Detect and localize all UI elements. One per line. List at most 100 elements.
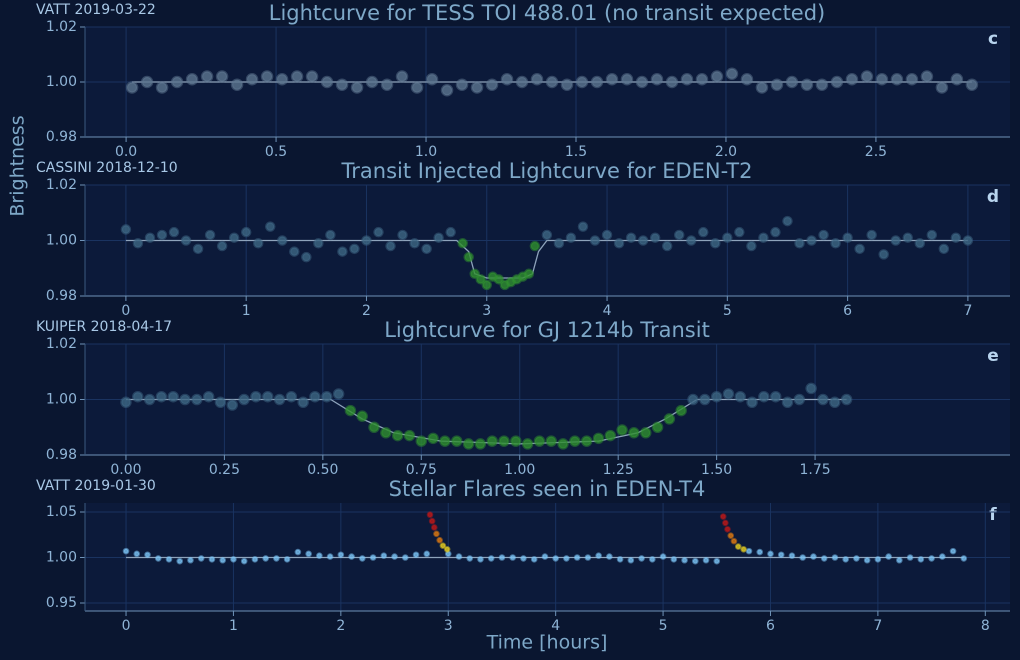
x-tick-label: 0.25 (209, 462, 240, 478)
data-point (240, 557, 248, 565)
data-point (192, 243, 204, 255)
data-point (391, 429, 404, 442)
data-point (529, 240, 541, 252)
data-point (627, 556, 635, 564)
x-tick-label: 3 (482, 303, 491, 319)
data-point (344, 404, 357, 417)
data-point (168, 226, 180, 238)
data-point (120, 396, 132, 409)
data-point (155, 81, 169, 94)
data-point (965, 78, 979, 91)
data-point (226, 399, 239, 411)
x-tick-label: 5 (723, 303, 732, 319)
data-point (545, 435, 557, 447)
data-point (616, 424, 628, 436)
data-point (170, 75, 184, 89)
data-point (337, 246, 348, 257)
y-tick-label: 1.02 (46, 19, 77, 35)
y-tick-label: 0.98 (46, 129, 77, 145)
data-point (781, 396, 794, 409)
data-point (144, 232, 156, 243)
data-point (681, 556, 688, 564)
panel-letter: e (987, 346, 999, 366)
data-point (628, 427, 640, 439)
x-tick-label: 2.0 (715, 144, 737, 160)
x-tick-label: 6 (843, 303, 852, 319)
data-point (560, 78, 574, 91)
data-point (962, 235, 974, 246)
data-point (350, 81, 364, 94)
data-point (133, 550, 141, 558)
x-tick-label: 1.25 (603, 462, 634, 478)
data-point (605, 73, 619, 86)
data-point (734, 226, 745, 238)
x-tick-label: 1.0 (415, 144, 437, 160)
data-point (577, 221, 589, 232)
data-point (144, 551, 151, 559)
data-point (553, 238, 565, 249)
data-point (799, 554, 807, 561)
data-point (154, 555, 162, 562)
data-point (275, 73, 289, 86)
data-point (309, 390, 321, 403)
y-tick-label: 1.02 (46, 177, 77, 193)
data-point (687, 393, 699, 406)
data-point (746, 396, 758, 409)
data-point (863, 556, 871, 564)
data-point (297, 396, 309, 409)
data-point (179, 393, 191, 406)
y-tick-label: 1.00 (46, 392, 77, 408)
data-point (305, 70, 319, 83)
data-point (896, 556, 903, 564)
data-point (462, 438, 475, 450)
data-point (917, 556, 925, 563)
data-point (635, 75, 649, 89)
data-point (885, 553, 892, 560)
data-point (545, 75, 559, 89)
data-point (625, 232, 637, 243)
data-point (785, 75, 799, 89)
data-point (337, 551, 345, 559)
observation-label: VATT 2019-01-30 (36, 478, 156, 494)
data-point (316, 552, 323, 559)
data-point (649, 556, 656, 563)
data-point (675, 404, 687, 417)
data-point (695, 73, 709, 86)
x-tick-label: 0.00 (110, 462, 141, 478)
data-point (395, 70, 409, 83)
data-point (854, 243, 865, 255)
data-point (724, 525, 731, 533)
data-point (273, 393, 286, 406)
data-point (187, 556, 194, 564)
data-point (204, 229, 216, 241)
x-tick-label: 1.50 (701, 462, 732, 478)
observation-label: KUIPER 2018-04-17 (36, 319, 172, 335)
x-tick-label: 1 (229, 618, 238, 634)
data-point (670, 556, 678, 563)
data-point (842, 232, 853, 243)
y-tick-label: 0.95 (46, 595, 77, 611)
data-point (950, 73, 964, 86)
x-tick-label: 0.50 (307, 462, 338, 478)
data-point (470, 81, 484, 94)
data-point (651, 421, 664, 433)
data-point (450, 435, 463, 447)
data-point (240, 226, 252, 238)
data-point (197, 555, 205, 562)
data-point (637, 235, 649, 246)
data-point (713, 557, 721, 565)
data-point (481, 279, 493, 291)
data-point (745, 547, 753, 555)
data-point (552, 555, 559, 562)
data-point (289, 246, 300, 257)
data-point (845, 73, 859, 86)
data-point (510, 435, 522, 447)
data-point (214, 396, 227, 409)
data-point (788, 552, 796, 559)
data-point (380, 427, 392, 439)
y-tick-label: 0.98 (46, 288, 77, 304)
data-point (685, 235, 697, 246)
data-point (403, 429, 416, 442)
data-point (283, 556, 291, 563)
data-point (928, 555, 935, 562)
